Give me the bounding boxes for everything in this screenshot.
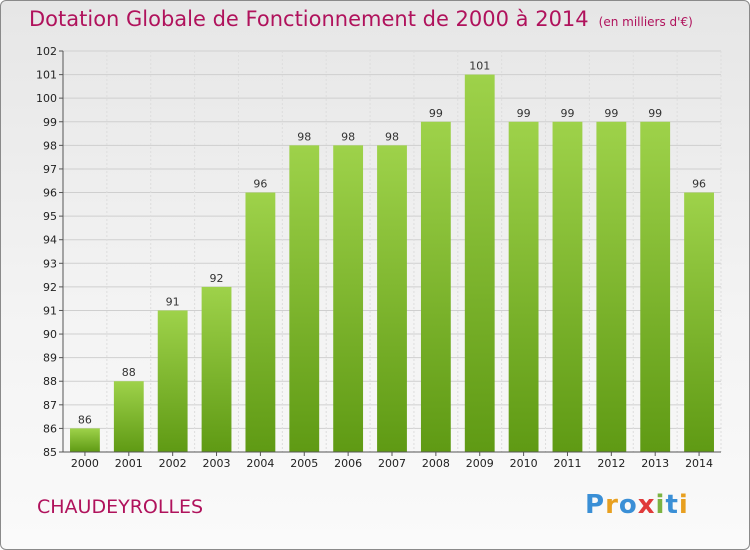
data-label: 99 [604,107,618,120]
logo-letter: P [585,490,606,520]
y-tick-label: 97 [43,163,57,176]
data-label: 91 [166,295,180,308]
bar [113,381,144,452]
data-label: 99 [429,107,443,120]
y-tick-label: 85 [43,446,57,459]
data-label: 88 [122,366,136,379]
proxiti-logo: Proxiti [585,490,689,520]
data-label: 96 [692,178,706,191]
data-label: 98 [341,130,355,143]
x-tick-label: 2000 [71,457,99,470]
y-tick-label: 100 [36,92,57,105]
x-tick-label: 2002 [159,457,187,470]
data-label: 99 [517,107,531,120]
logo-letter: o [618,490,638,520]
x-tick-label: 2008 [422,457,450,470]
logo-letter: t [665,490,679,520]
x-tick-label: 2012 [597,457,625,470]
commune-name: CHAUDEYROLLES [37,496,204,518]
bar [245,192,276,452]
x-tick-label: 2010 [510,457,538,470]
logo-letter: r [605,490,619,520]
data-label: 98 [385,130,399,143]
y-tick-label: 95 [43,210,57,223]
bar [201,286,232,452]
bar [684,192,714,452]
logo-letter: x [637,490,656,520]
y-tick-label: 92 [43,281,57,294]
bar [596,121,627,452]
y-tick-label: 87 [43,399,57,412]
x-tick-label: 2006 [334,457,362,470]
x-tick-label: 2004 [246,457,274,470]
bar [289,145,320,452]
bar [552,121,583,452]
y-tick-label: 90 [43,328,57,341]
data-label: 92 [210,272,224,285]
bar [377,145,407,452]
y-tick-label: 89 [43,352,57,365]
data-label: 99 [560,107,574,120]
data-label: 99 [648,107,662,120]
x-tick-label: 2001 [115,457,143,470]
bar [640,121,671,452]
y-tick-label: 91 [43,304,57,317]
logo-letter: i [655,490,666,520]
y-tick-label: 94 [43,234,57,247]
y-tick-label: 99 [43,116,57,129]
y-tick-label: 88 [43,375,57,388]
data-label: 101 [469,60,490,73]
x-tick-label: 2009 [466,457,494,470]
y-tick-label: 101 [36,69,57,82]
data-label: 98 [297,130,311,143]
x-tick-label: 2013 [641,457,669,470]
x-tick-label: 2005 [290,457,318,470]
x-tick-label: 2014 [685,457,713,470]
bar [420,121,451,452]
bar [157,310,188,452]
bar [70,428,100,452]
chart-title: Dotation Globale de Fonctionnement de 20… [29,7,693,31]
bar [464,74,495,453]
y-tick-label: 96 [43,187,57,200]
bar [333,145,364,452]
y-tick-label: 86 [43,422,57,435]
title-text: Dotation Globale de Fonctionnement de 20… [29,7,589,31]
y-tick-label: 98 [43,139,57,152]
x-tick-label: 2011 [553,457,581,470]
data-label: 86 [78,413,92,426]
y-tick-label: 102 [36,45,57,58]
y-tick-label: 93 [43,257,57,270]
data-label: 96 [253,178,267,191]
logo-letter: i [678,490,689,520]
units-label: (en milliers d'€) [598,15,693,29]
bar [508,121,539,452]
x-tick-label: 2003 [203,457,231,470]
x-tick-label: 2007 [378,457,406,470]
